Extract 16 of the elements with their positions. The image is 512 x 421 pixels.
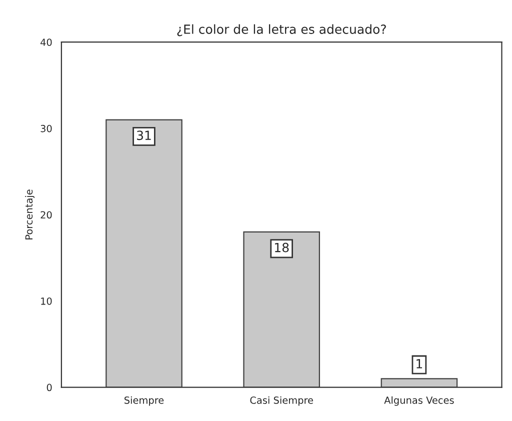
y-tick-label: 40 [40,38,52,46]
y-tick-label: 10 [41,297,52,305]
x-tick-label: Siempre [124,396,164,406]
x-tick-label: Casi Siempre [250,396,314,406]
bar [243,231,320,388]
y-axis-title: Porcentaje [25,190,34,240]
bar [380,378,458,388]
y-tick-label: 0 [46,384,52,392]
bar [106,119,182,388]
y-tick-label: 30 [40,124,52,132]
x-tick-label: Algunas Veces [384,396,454,406]
chart-title: ¿El color de la letra es adecuado? [177,24,386,36]
y-tick-label: 20 [40,211,52,219]
data-label: 31 [137,130,151,140]
data-label: 1 [416,359,422,368]
data-label: 18 [275,242,289,252]
